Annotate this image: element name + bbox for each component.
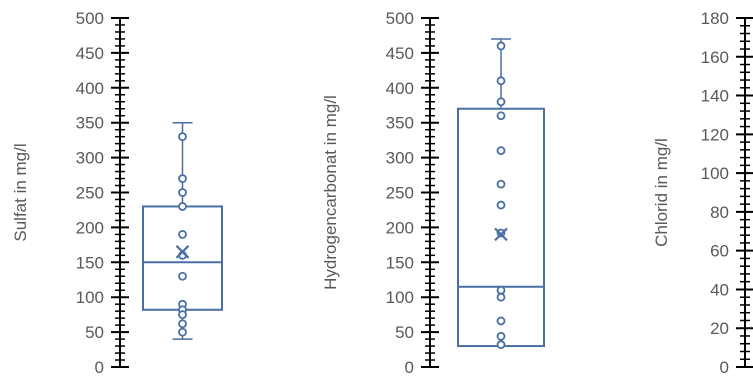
- data-point: [178, 174, 187, 183]
- data-point: [496, 146, 506, 156]
- y-axis-title: Hydrogencarbonat in mg/l: [321, 95, 340, 290]
- y-tick-label: 450: [76, 44, 104, 63]
- data-point: [496, 200, 506, 210]
- data-point: [496, 97, 506, 107]
- data-point: [496, 285, 506, 295]
- data-point: [178, 132, 187, 142]
- y-axis-title: Sulfat in mg/l: [11, 143, 30, 241]
- y-tick-label: 350: [76, 114, 104, 133]
- y-tick-label: 400: [386, 79, 414, 98]
- data-point: [178, 202, 187, 211]
- data-point: [496, 340, 506, 350]
- y-tick-label: 450: [386, 44, 414, 63]
- y-tick-label: 300: [386, 149, 414, 168]
- mean-marker: [175, 245, 190, 259]
- data-point: [178, 310, 187, 320]
- y-tick-label: 80: [710, 203, 729, 222]
- chart-panel-1: 0 50 100 150 200 250 300 350 400 450 500 Sulfat in …: [11, 9, 223, 377]
- y-tick-label: 20: [710, 319, 729, 338]
- y-tick-label: 200: [386, 218, 414, 237]
- data-point: [178, 319, 187, 329]
- data-point: [496, 41, 506, 51]
- data-point: [178, 271, 187, 281]
- y-tick-label: 50: [395, 323, 414, 342]
- y-tick-label: 500: [76, 9, 104, 28]
- y-tick-label: 300: [76, 149, 104, 168]
- y-tick-label: 400: [76, 79, 104, 98]
- mean-marker-stroke: [494, 227, 508, 242]
- y-tick-label: 40: [710, 280, 729, 299]
- y-tick-label: 500: [386, 9, 414, 28]
- data-point: [178, 229, 187, 239]
- y-tick-label: 100: [386, 288, 414, 307]
- y-tick-label: 150: [76, 253, 104, 272]
- data-point: [496, 292, 506, 302]
- data-point: [496, 331, 506, 341]
- y-tick-label: 250: [76, 184, 104, 203]
- y-tick-label: 150: [386, 253, 414, 272]
- y-tick-label: 50: [85, 323, 104, 342]
- data-point: [178, 327, 187, 337]
- y-tick-label: 250: [386, 184, 414, 203]
- y-tick-label: 0: [95, 358, 104, 377]
- y-tick-label: 0: [720, 358, 729, 377]
- data-point: [496, 76, 506, 86]
- y-tick-label: 180: [701, 9, 729, 28]
- y-tick-label: 100: [76, 288, 104, 307]
- y-tick-label: 100: [701, 164, 729, 183]
- y-tick-label: 0: [405, 358, 414, 377]
- data-point: [178, 188, 187, 197]
- y-tick-label: 140: [701, 87, 729, 106]
- mean-marker: [494, 227, 508, 242]
- y-tick-label: 200: [76, 218, 104, 237]
- chart-panel-2: 0 50 100 150 200 250 300 350 400 450 500 Hydrogenca…: [321, 9, 545, 377]
- mean-marker-stroke: [175, 245, 190, 259]
- y-axis-title: Chlorid in mg/l: [652, 138, 671, 247]
- y-tick-label: 120: [701, 125, 729, 144]
- y-tick-label: 60: [710, 242, 729, 261]
- box-iqr: [457, 107, 545, 348]
- data-point: [496, 316, 506, 326]
- chart-panel-3: 0 20 40 60 80 100 120 140 160 180 Chlorid in mg/l: [652, 9, 753, 377]
- data-point: [496, 111, 506, 121]
- data-point: [496, 179, 506, 189]
- y-tick-label: 160: [701, 48, 729, 67]
- y-tick-label: 350: [386, 114, 414, 133]
